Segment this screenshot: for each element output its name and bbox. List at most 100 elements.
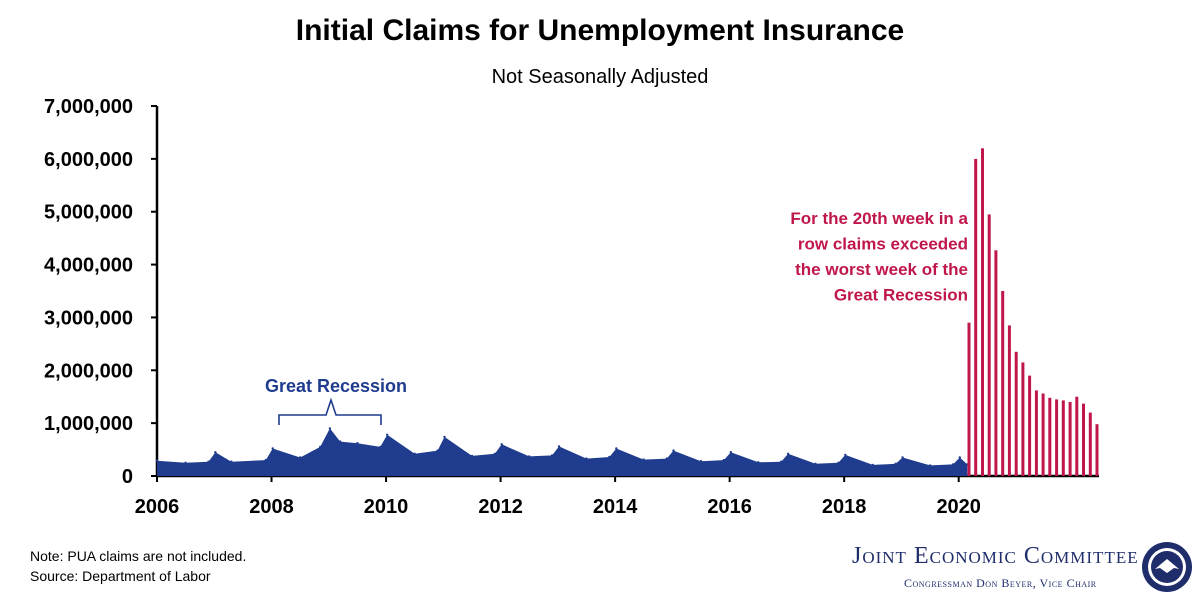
y-tick-label: 7,000,000	[44, 96, 133, 118]
note-text: Note: PUA claims are not included.	[30, 548, 247, 564]
y-axis: 0 1,000,000 2,000,000 3,000,000 4,000,000 5,0…	[44, 96, 159, 488]
pandemic-bar	[1001, 291, 1005, 476]
pandemic-bar	[1028, 375, 1032, 476]
area-point	[443, 435, 446, 439]
pandemic-annotation: For the 20th week in a row claims exceede…	[790, 209, 968, 305]
y-tick-label: 5,000,000	[44, 202, 133, 224]
y-tick-label: 3,000,000	[44, 307, 133, 329]
area-point	[319, 445, 322, 449]
area-point	[585, 457, 588, 460]
area-point	[757, 461, 760, 464]
x-tick-label: 2008	[249, 496, 294, 518]
pandemic-bar	[1061, 400, 1065, 476]
area-point	[951, 463, 955, 466]
y-tick-label: 1,000,000	[44, 413, 133, 435]
pandemic-bar	[1088, 412, 1092, 476]
area-point	[500, 443, 503, 446]
pandemic-bar	[1034, 390, 1038, 476]
org-subtitle: Congressman Don Beyer, Vice Chair	[904, 576, 1097, 590]
pandemic-bar	[967, 322, 971, 476]
y-tick-label: 2,000,000	[44, 360, 133, 382]
pandemic-bar	[1014, 351, 1018, 476]
great-recession-series	[155, 427, 969, 476]
area-point	[557, 445, 561, 448]
area-point	[230, 460, 233, 463]
chart-subtitle: Not Seasonally Adjusted	[491, 66, 709, 88]
area-point	[299, 456, 302, 459]
pandemic-bar	[1095, 424, 1099, 476]
area-point	[894, 462, 897, 465]
area-point	[356, 442, 359, 445]
x-tick-label: 2016	[707, 496, 752, 518]
pandemic-series	[967, 148, 1099, 477]
area-point	[386, 433, 389, 436]
area-point	[844, 453, 847, 457]
pandemic-bar	[994, 250, 998, 476]
area-point	[837, 461, 840, 464]
area-point	[184, 461, 187, 464]
x-tick-label: 2020	[936, 496, 981, 518]
pandemic-bar	[974, 158, 978, 476]
chart-title: Initial Claims for Unemployment Insuranc…	[295, 14, 905, 47]
x-tick-label: 2018	[822, 496, 867, 518]
pandemic-annotation-line: the worst week of the	[795, 260, 968, 279]
pandemic-annotation-line: For the 20th week in a	[790, 209, 968, 228]
area-point	[699, 460, 703, 463]
pandemic-bar	[1082, 403, 1085, 476]
area-point	[928, 464, 932, 467]
area-point	[786, 452, 790, 455]
x-tick-label: 2012	[478, 496, 523, 518]
area-point	[665, 457, 668, 460]
area-point	[339, 440, 342, 443]
pandemic-annotation-line: row claims exceeded	[798, 235, 968, 254]
area-point	[901, 456, 904, 459]
pandemic-bar	[1007, 325, 1011, 476]
y-tick-label: 6,000,000	[44, 149, 133, 171]
area-point	[672, 449, 675, 452]
pandemic-bar	[981, 148, 984, 477]
area-point	[615, 447, 618, 450]
pandemic-bar	[1041, 393, 1045, 476]
area-point	[871, 463, 874, 467]
area-point	[493, 452, 497, 455]
y-tick-label: 0	[122, 466, 133, 488]
area-point	[379, 445, 382, 449]
x-axis: 2006 2008 2010 2012 2014 2016 2018 2020	[135, 474, 1099, 518]
area-point	[729, 451, 732, 454]
pandemic-bar	[987, 214, 991, 476]
area-point	[214, 451, 217, 454]
pandemic-annotation-line: Great Recession	[834, 286, 968, 305]
area-point	[528, 455, 531, 458]
area-point	[271, 447, 274, 450]
area-point	[207, 460, 210, 463]
area-point	[608, 455, 611, 459]
great-recession-area	[157, 428, 968, 476]
area-point	[958, 456, 961, 459]
pandemic-bar	[1075, 396, 1079, 476]
area-point	[642, 458, 645, 461]
area-point	[264, 458, 267, 462]
area-point	[328, 427, 332, 430]
area-point	[722, 458, 726, 462]
annotations: Great Recession For the 20th week in a row…	[265, 209, 969, 425]
x-tick-label: 2010	[364, 496, 409, 518]
area-point	[413, 452, 416, 455]
source-text: Source: Department of Labor	[30, 568, 211, 584]
org-name: Joint Economic Committee	[852, 543, 1139, 569]
area-point	[155, 459, 159, 462]
pandemic-bar	[1068, 402, 1072, 476]
congress-seal-icon	[1142, 542, 1192, 592]
area-point	[470, 454, 474, 458]
x-tick-label: 2014	[593, 496, 638, 518]
great-recession-label: Great Recession	[265, 376, 407, 396]
great-recession-bracket	[278, 397, 382, 425]
pandemic-bar	[1021, 362, 1025, 476]
x-tick-label: 2006	[135, 496, 180, 518]
area-point	[436, 449, 439, 452]
area-point	[550, 454, 554, 457]
y-tick-label: 4,000,000	[44, 255, 133, 277]
area-point	[780, 460, 783, 463]
area-point	[814, 462, 817, 465]
pandemic-bar	[1048, 397, 1052, 476]
